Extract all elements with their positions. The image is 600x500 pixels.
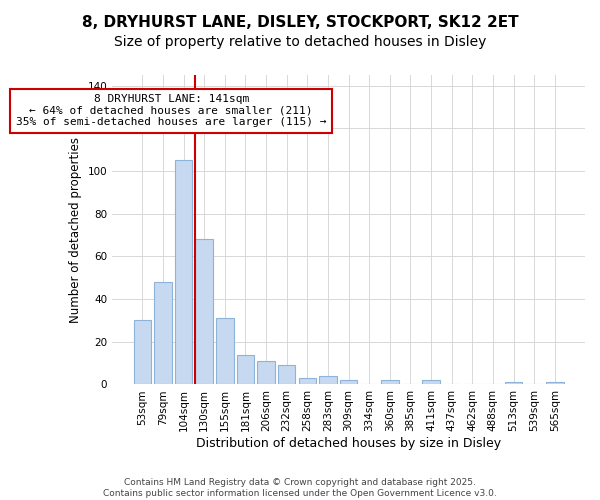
Bar (257, 361, 275, 384)
Text: Size of property relative to detached houses in Disley: Size of property relative to detached ho… (114, 35, 486, 49)
Text: 8 DRYHURST LANE: 141sqm
← 64% of detached houses are smaller (211)
35% of semi-d: 8 DRYHURST LANE: 141sqm ← 64% of detache… (16, 94, 326, 128)
Text: Contains HM Land Registry data © Crown copyright and database right 2025.
Contai: Contains HM Land Registry data © Crown c… (103, 478, 497, 498)
Bar (196, 240, 213, 384)
Bar (237, 354, 254, 384)
Bar (299, 378, 316, 384)
Y-axis label: Number of detached properties: Number of detached properties (69, 136, 82, 322)
Bar (278, 366, 295, 384)
Bar (422, 380, 440, 384)
Bar (134, 320, 151, 384)
Bar (505, 382, 522, 384)
Bar (216, 318, 233, 384)
Bar (154, 282, 172, 384)
Bar (546, 382, 563, 384)
X-axis label: Distribution of detached houses by size in Disley: Distribution of detached houses by size … (196, 437, 501, 450)
Bar (319, 376, 337, 384)
Text: 8, DRYHURST LANE, DISLEY, STOCKPORT, SK12 2ET: 8, DRYHURST LANE, DISLEY, STOCKPORT, SK1… (82, 15, 518, 30)
Bar (175, 160, 193, 384)
Bar (381, 380, 398, 384)
Bar (340, 380, 358, 384)
